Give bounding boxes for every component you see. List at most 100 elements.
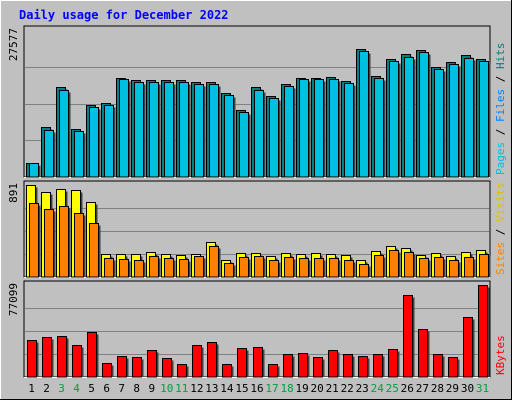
bar-sites-26 bbox=[404, 252, 414, 278]
bar-files-20 bbox=[314, 79, 324, 178]
bar-sites-5 bbox=[89, 223, 99, 278]
legend-pages: Pages bbox=[494, 142, 507, 175]
bar-kbytes-10 bbox=[162, 358, 172, 378]
bar-files-25 bbox=[389, 61, 399, 178]
bar-kbytes-21 bbox=[328, 350, 338, 378]
legend-text: KBytes bbox=[494, 335, 507, 375]
bar-files-9 bbox=[149, 82, 159, 178]
x-tick-label-2: 2 bbox=[43, 382, 50, 395]
legend-separator: / bbox=[494, 122, 507, 142]
x-tick-label-26: 26 bbox=[401, 382, 414, 395]
bar-kbytes-31 bbox=[478, 285, 488, 378]
legend-hits: Pages / Files / Hits bbox=[494, 43, 507, 176]
x-tick-label-23: 23 bbox=[356, 382, 369, 395]
bar-kbytes-13 bbox=[207, 342, 217, 378]
bar-kbytes-4 bbox=[72, 345, 82, 378]
bar-files-4 bbox=[74, 131, 84, 178]
bar-files-26 bbox=[404, 57, 414, 178]
legend-text: Sites / Visits bbox=[494, 182, 507, 275]
x-tick-label-19: 19 bbox=[295, 382, 308, 395]
bar-sites-12 bbox=[194, 256, 204, 278]
legend-separator: / bbox=[494, 69, 507, 89]
bar-sites-16 bbox=[254, 256, 264, 278]
x-tick-label-31: 31 bbox=[476, 382, 489, 395]
x-tick-label-29: 29 bbox=[446, 382, 459, 395]
bar-kbytes-2 bbox=[42, 337, 52, 378]
bar-sites-22 bbox=[344, 260, 354, 278]
bar-files-15 bbox=[239, 112, 249, 178]
legend-sites: Sites bbox=[494, 242, 507, 275]
legend-visits: Visits bbox=[494, 182, 507, 222]
bar-kbytes-25 bbox=[388, 349, 398, 378]
bar-files-6 bbox=[104, 105, 114, 178]
legend-files: Files bbox=[494, 89, 507, 122]
bar-sites-25 bbox=[389, 250, 399, 278]
x-tick-label-1: 1 bbox=[28, 382, 35, 395]
bar-sites-15 bbox=[239, 257, 249, 278]
bar-kbytes-20 bbox=[313, 357, 323, 378]
bar-kbytes-28 bbox=[433, 354, 443, 378]
bar-kbytes-24 bbox=[373, 354, 383, 378]
bar-sites-11 bbox=[179, 259, 189, 278]
x-tick-label-5: 5 bbox=[88, 382, 95, 395]
bar-kbytes-17 bbox=[268, 364, 278, 378]
bar-sites-24 bbox=[374, 255, 384, 278]
bar-sites-3 bbox=[59, 206, 69, 278]
bar-sites-13 bbox=[209, 246, 219, 278]
panel-kbytes: 77099 KBytes bbox=[7, 280, 507, 378]
legend-separator: / bbox=[494, 222, 507, 242]
panel-hits: 27577 Pages / Files / Hits bbox=[7, 25, 507, 178]
bar-sites-4 bbox=[74, 213, 84, 278]
bar-files-10 bbox=[164, 82, 174, 178]
bar-files-29 bbox=[449, 64, 459, 178]
chart-title: Daily usage for December 2022 bbox=[19, 8, 229, 22]
x-tick-label-9: 9 bbox=[148, 382, 155, 395]
bar-files-19 bbox=[299, 79, 309, 178]
x-tick-label-14: 14 bbox=[220, 382, 234, 395]
bar-files-22 bbox=[344, 83, 354, 178]
y-max-label: 891 bbox=[7, 183, 20, 203]
x-tick-label-22: 22 bbox=[341, 382, 354, 395]
bar-files-13 bbox=[209, 84, 219, 178]
bar-kbytes-8 bbox=[132, 357, 142, 378]
x-tick-label-4: 4 bbox=[73, 382, 80, 395]
x-tick-label-7: 7 bbox=[118, 382, 125, 395]
bar-sites-9 bbox=[149, 256, 159, 278]
bar-sites-6 bbox=[104, 258, 114, 278]
x-tick-label-30: 30 bbox=[461, 382, 474, 395]
bar-kbytes-30 bbox=[463, 317, 473, 378]
bar-files-21 bbox=[329, 79, 339, 178]
bar-sites-8 bbox=[134, 260, 144, 278]
bar-kbytes-27 bbox=[418, 329, 428, 378]
bar-kbytes-14 bbox=[222, 364, 232, 378]
bar-sites-14 bbox=[224, 263, 234, 278]
bar-kbytes-3 bbox=[57, 336, 67, 378]
x-tick-label-21: 21 bbox=[326, 382, 339, 395]
bar-sites-10 bbox=[164, 258, 174, 278]
bar-sites-30 bbox=[464, 257, 474, 278]
bar-files-7 bbox=[119, 79, 129, 178]
bar-kbytes-5 bbox=[87, 332, 97, 378]
x-tick-label-10: 10 bbox=[160, 382, 173, 395]
bar-sites-27 bbox=[419, 258, 429, 278]
bar-files-2 bbox=[44, 130, 54, 178]
y-max-label: 77099 bbox=[7, 283, 20, 316]
bar-files-27 bbox=[419, 52, 429, 178]
panel-visits: 891 Sites / Visits bbox=[7, 180, 507, 278]
bar-sites-28 bbox=[434, 257, 444, 278]
x-tick-label-28: 28 bbox=[431, 382, 444, 395]
bar-kbytes-29 bbox=[448, 357, 458, 378]
chart-panels: 27577 Pages / Files / Hits 891 Sites / Visi… bbox=[7, 25, 507, 378]
bar-sites-20 bbox=[314, 258, 324, 278]
bar-files-31 bbox=[479, 61, 489, 178]
x-tick-label-24: 24 bbox=[371, 382, 385, 395]
bar-kbytes-18 bbox=[283, 354, 293, 378]
bar-sites-31 bbox=[479, 254, 489, 278]
bar-kbytes-19 bbox=[298, 353, 308, 378]
bar-files-8 bbox=[134, 82, 144, 178]
x-tick-label-15: 15 bbox=[235, 382, 248, 395]
x-tick-label-17: 17 bbox=[265, 382, 278, 395]
x-tick-label-6: 6 bbox=[103, 382, 110, 395]
x-tick-label-18: 18 bbox=[280, 382, 293, 395]
y-max-label: 27577 bbox=[7, 28, 20, 61]
